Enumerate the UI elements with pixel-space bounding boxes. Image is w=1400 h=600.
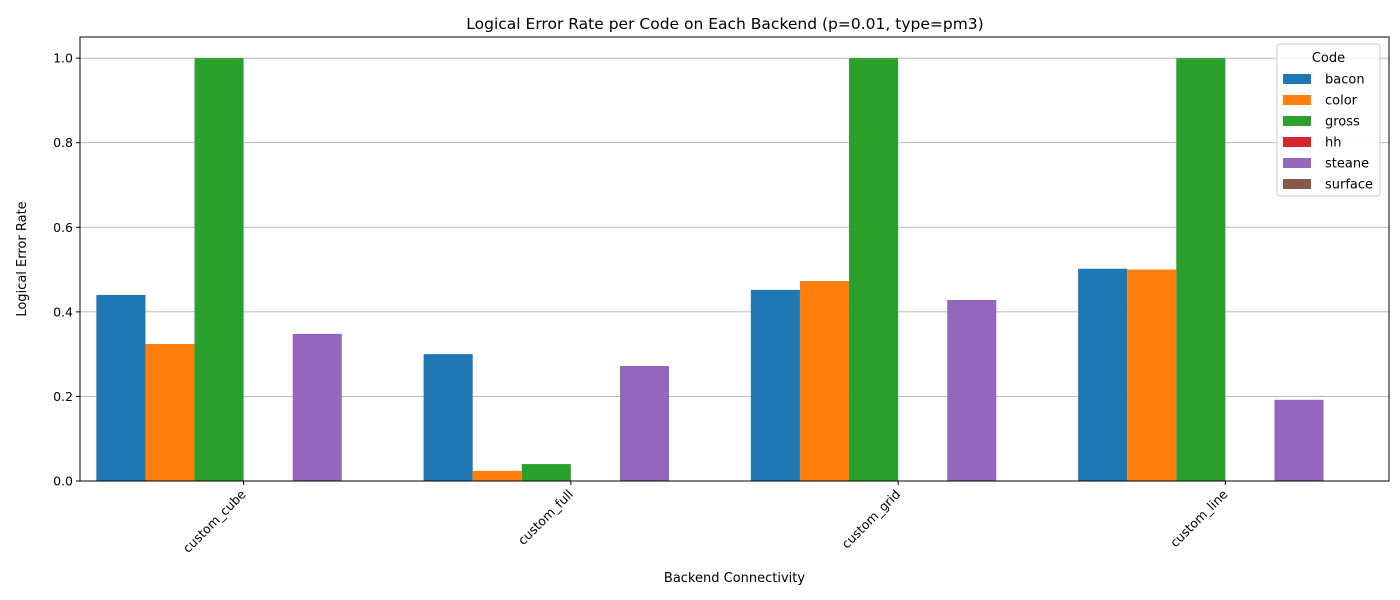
- legend: Code bacon color gross hh steane surface: [1276, 43, 1381, 197]
- y-tick-label: 0.6: [53, 220, 73, 235]
- legend-label-surface: surface: [1325, 178, 1373, 193]
- y-axis-ticks: 0.0 0.2 0.4 0.6 0.8 1.0: [53, 51, 80, 489]
- legend-swatch-color: [1283, 95, 1311, 105]
- y-tick-label: 0.2: [53, 389, 73, 404]
- x-tick-label: custom_line: [1167, 486, 1231, 550]
- bar-steane-custom_line: [1274, 399, 1324, 481]
- bar-color-custom_grid: [799, 280, 850, 481]
- bar-steane-custom_cube: [292, 333, 342, 481]
- bar-color-custom_cube: [145, 343, 195, 481]
- y-tick-label: 1.0: [53, 51, 73, 66]
- y-tick-label: 0.0: [53, 474, 73, 489]
- bar-color-custom_line: [1127, 269, 1177, 481]
- legend-swatch-steane: [1283, 158, 1311, 168]
- legend-swatch-surface: [1283, 179, 1311, 189]
- legend-label-gross: gross: [1325, 115, 1360, 130]
- y-tick-label: 0.4: [53, 304, 73, 319]
- bar-gross-custom_cube: [194, 58, 244, 482]
- bar-bacon-custom_cube: [96, 294, 146, 481]
- legend-swatch-bacon: [1283, 74, 1311, 84]
- legend-swatch-gross: [1283, 116, 1311, 126]
- bar-gross-custom_line: [1176, 58, 1226, 482]
- plot-frame: [79, 36, 1390, 482]
- bars: [96, 58, 1324, 482]
- legend-label-steane: steane: [1325, 157, 1369, 172]
- y-axis-title: Logical Error Rate: [15, 201, 30, 316]
- legend-title: Code: [1312, 51, 1345, 66]
- bar-color-custom_full: [472, 470, 522, 481]
- bar-gross-custom_grid: [849, 58, 899, 482]
- chart-title: Logical Error Rate per Code on Each Back…: [466, 15, 983, 33]
- legend-label-color: color: [1325, 94, 1358, 109]
- y-tick-label: 0.8: [53, 135, 73, 150]
- bar-bacon-custom_full: [423, 354, 473, 481]
- x-tick-label: custom_cube: [180, 486, 249, 555]
- bar-bacon-custom_grid: [750, 289, 800, 481]
- x-tick-label: custom_full: [515, 487, 576, 548]
- x-tick-label: custom_grid: [838, 487, 903, 552]
- x-axis-ticks: custom_cube custom_full custom_grid custom_…: [180, 481, 1231, 556]
- legend-label-bacon: bacon: [1325, 73, 1365, 88]
- bar-steane-custom_full: [619, 365, 670, 481]
- axes: [79, 36, 1390, 482]
- x-axis-title: Backend Connectivity: [664, 571, 805, 586]
- legend-label-hh: hh: [1325, 136, 1341, 151]
- legend-swatch-hh: [1283, 137, 1311, 147]
- bar-gross-custom_full: [521, 464, 571, 481]
- bar-steane-custom_grid: [947, 300, 997, 481]
- bar-bacon-custom_line: [1078, 268, 1128, 481]
